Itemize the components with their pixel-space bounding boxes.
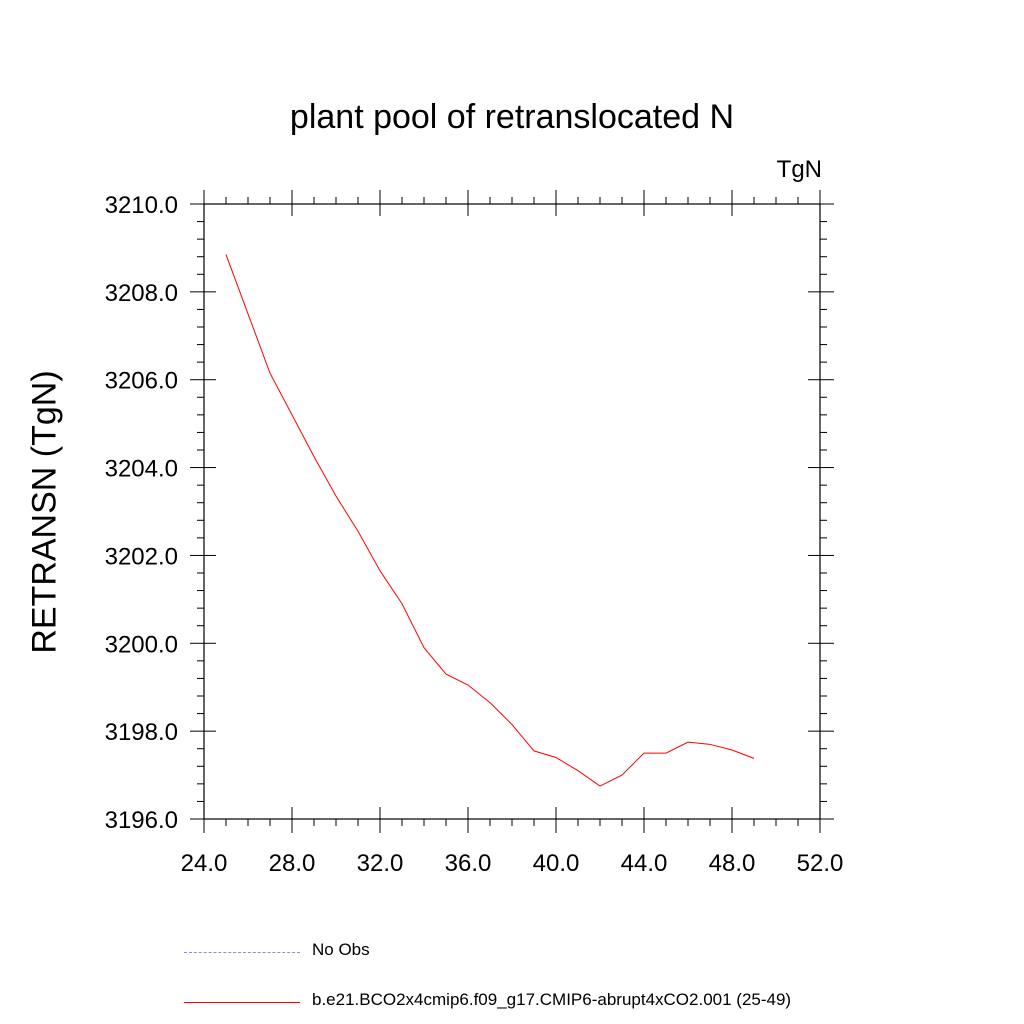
x-tick-label: 28.0 [269,850,316,877]
y-tick-label: 3206.0 [105,368,178,395]
y-tick-label: 3198.0 [105,719,178,746]
series-layer [225,254,755,787]
legend-swatch-series [184,1002,300,1003]
legend-item-no-obs: No Obs [184,930,884,970]
series-line-0 [225,254,755,787]
x-tick-label: 36.0 [445,850,492,877]
chart-title: plant pool of retranslocated N [289,98,735,136]
y-tick-label: 3208.0 [105,280,178,307]
x-tick-label: 32.0 [357,850,404,877]
plot-frame [203,203,821,820]
legend-label-series: b.e21.BCO2x4cmip6.f09_g17.CMIP6-abrupt4x… [312,990,792,1009]
y-tick-label: 3196.0 [105,807,178,834]
x-tick-label: 48.0 [709,850,756,877]
tick-labels: 24.0 28.0 32.0 36.0 40.0 44.0 48.0 52.0 3196.0 31… [105,192,844,877]
y-tick-label: 3200.0 [105,631,178,658]
x-tick-label: 40.0 [533,850,580,877]
x-tick-label: 44.0 [621,850,668,877]
units-label: TgN [776,156,822,183]
legend-item-series: b.e21.BCO2x4cmip6.f09_g17.CMIP6-abrupt4x… [184,980,884,1020]
x-tick-label: 52.0 [797,850,844,877]
y-tick-label: 3202.0 [105,543,178,570]
axis-ticks [190,190,834,833]
legend-swatch-no-obs [184,952,300,953]
x-tick-label: 24.0 [181,850,228,877]
y-tick-label: 3204.0 [105,456,178,483]
y-tick-label: 3210.0 [105,192,178,219]
legend-label-no-obs: No Obs [312,940,370,959]
